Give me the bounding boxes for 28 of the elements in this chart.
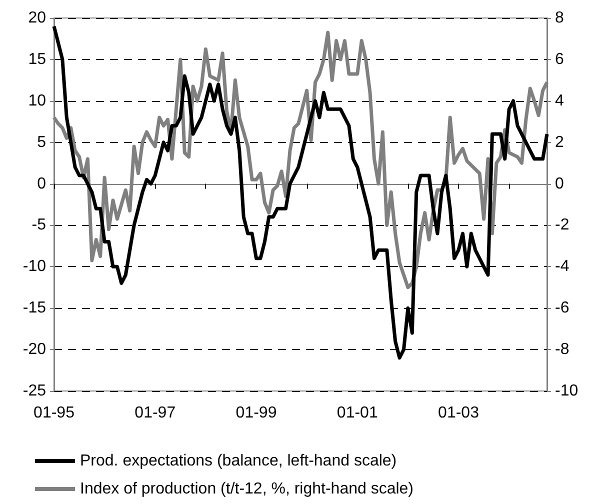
y-tick-label: -20 bbox=[22, 341, 46, 358]
y-tick-label: -15 bbox=[22, 300, 46, 317]
y-tick-label: -25 bbox=[22, 382, 46, 400]
y-tick-label: 20 bbox=[28, 10, 46, 26]
y2-tick-label: -10 bbox=[555, 382, 578, 400]
legend-label: Prod. expectations (balance, left-hand scale) bbox=[80, 452, 397, 470]
y2-tick-label: -4 bbox=[555, 258, 570, 276]
y-tick-label: 15 bbox=[28, 50, 46, 68]
y-tick-label: 10 bbox=[28, 92, 46, 110]
y2-tick-label: 6 bbox=[555, 50, 564, 68]
y2-tick-label: -6 bbox=[555, 300, 570, 317]
y-tick-label: -5 bbox=[32, 216, 46, 234]
y-tick-label: 5 bbox=[37, 134, 46, 151]
line-series bbox=[52, 24, 549, 360]
y2-tick-label: 4 bbox=[555, 92, 564, 110]
y2-tick-label: -2 bbox=[555, 216, 570, 234]
x-tick-label: 01-01 bbox=[336, 404, 378, 422]
x-tick-label: 01-99 bbox=[236, 404, 277, 422]
y2-tick-label: -8 bbox=[555, 341, 570, 358]
legend-label: Index of production (t/t-12, %, right-hand scale) bbox=[80, 480, 414, 498]
y-tick-label: 0 bbox=[37, 175, 46, 192]
x-tick-label: 01-03 bbox=[438, 404, 480, 422]
y2-tick-label: 0 bbox=[555, 175, 564, 192]
y2-tick-label: 2 bbox=[555, 134, 564, 151]
x-tick-label: 01-95 bbox=[34, 404, 75, 422]
x-tick-label: 01-97 bbox=[134, 404, 176, 422]
y-tick-label: -10 bbox=[22, 258, 46, 276]
y2-tick-label: 8 bbox=[555, 10, 564, 26]
